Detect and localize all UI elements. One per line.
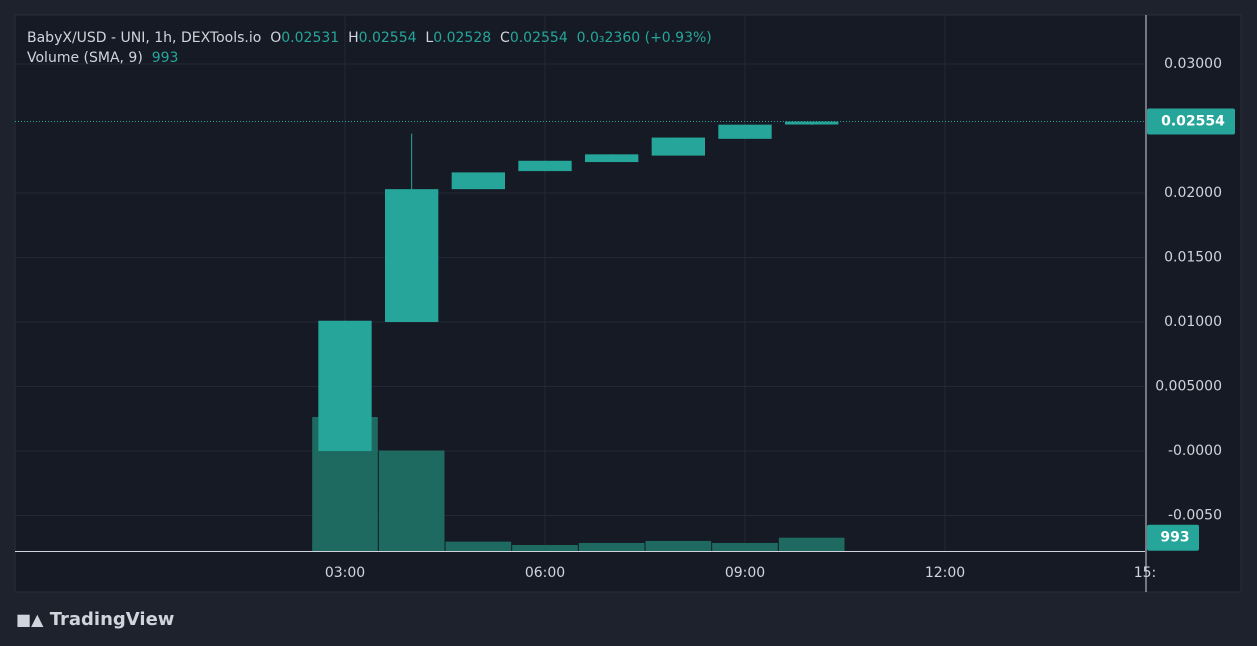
volume-bar bbox=[778, 537, 845, 551]
x-tick-label: 09:00 bbox=[725, 565, 765, 581]
candle-body bbox=[318, 320, 372, 452]
volume-bar bbox=[712, 542, 778, 551]
volume-bar bbox=[378, 450, 445, 551]
candle-body bbox=[785, 121, 839, 125]
open-value: 0.02531 bbox=[281, 30, 340, 46]
candle-body bbox=[385, 189, 439, 323]
candle-body bbox=[651, 137, 705, 156]
volume-bar bbox=[445, 541, 512, 551]
x-tick-label: 03:00 bbox=[325, 565, 365, 581]
candle-body bbox=[718, 124, 772, 139]
high-value: 0.02554 bbox=[358, 30, 417, 46]
last-volume-box bbox=[1147, 524, 1199, 551]
y-tick-label: -0.0000 bbox=[1168, 443, 1222, 459]
open-letter: O bbox=[270, 30, 282, 46]
x-tick-label: 12:00 bbox=[925, 565, 965, 581]
ohlc-line: BabyX/USD - UNI, 1h, DEXTools.io O0.0253… bbox=[27, 28, 712, 48]
last-price-label: 0.02554 bbox=[1161, 114, 1225, 130]
y-tick-label: 0.01500 bbox=[1164, 250, 1222, 266]
y-tick-label: 0.01000 bbox=[1164, 314, 1222, 330]
x-tick-label: 15: bbox=[1134, 565, 1157, 581]
low-value: 0.02528 bbox=[433, 30, 492, 46]
close-value: 0.02554 bbox=[509, 30, 568, 46]
volume-title: Volume (SMA, 9) bbox=[27, 50, 143, 66]
volume-value: 993 bbox=[151, 50, 179, 66]
y-tick-label: 0.02000 bbox=[1164, 185, 1222, 201]
x-tick-label: 06:00 bbox=[525, 565, 565, 581]
change: 0.0₃2360 bbox=[576, 30, 641, 46]
high-letter: H bbox=[348, 30, 359, 46]
y-tick-label: 0.005000 bbox=[1155, 379, 1222, 395]
brand-text: TradingView bbox=[49, 609, 175, 630]
volume-line: Volume (SMA, 9) 993 bbox=[27, 48, 712, 68]
close-letter: C bbox=[500, 30, 510, 46]
last-price-box bbox=[1147, 108, 1235, 135]
symbol: BabyX/USD - UNI, 1h, DEXTools.io bbox=[27, 30, 262, 46]
legend: BabyX/USD - UNI, 1h, DEXTools.io O0.0253… bbox=[27, 28, 712, 68]
volume-bar bbox=[512, 544, 578, 551]
y-tick-label: -0.0050 bbox=[1168, 508, 1222, 524]
y-tick-label: 0.03000 bbox=[1164, 56, 1222, 72]
candle-body bbox=[585, 154, 639, 163]
volume-bar bbox=[645, 540, 712, 551]
candle-body bbox=[451, 172, 505, 190]
brand: ■▲ TradingView bbox=[16, 609, 175, 630]
last-volume-label: 993 bbox=[1160, 530, 1189, 546]
chart-frame bbox=[14, 14, 1242, 593]
candle-body bbox=[518, 160, 572, 172]
volume-bar bbox=[578, 542, 645, 551]
low-letter: L bbox=[425, 30, 434, 46]
change-pct: (+0.93%) bbox=[644, 30, 712, 46]
